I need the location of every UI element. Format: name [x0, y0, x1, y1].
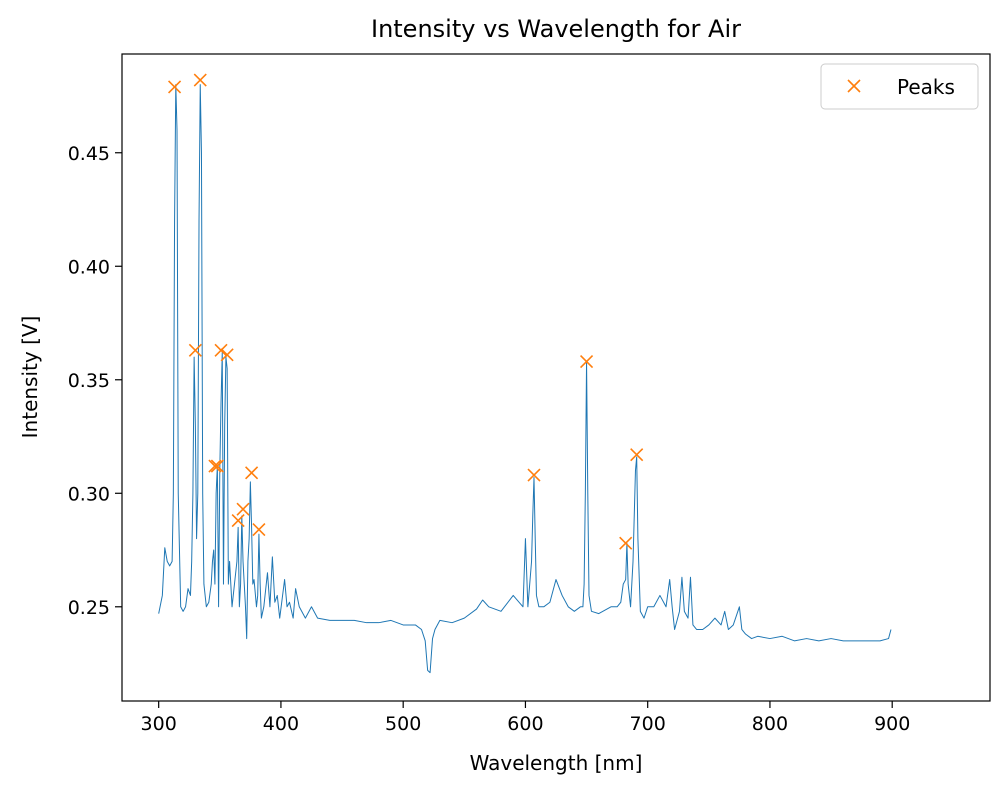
plot-area [158, 73, 892, 674]
spectrum-line [158, 84, 892, 674]
y-tick-label: 0.40 [68, 256, 110, 278]
peak-marker [208, 459, 222, 473]
x-tick-label: 400 [263, 713, 299, 735]
peak-marker [193, 73, 207, 87]
peak-marker [252, 523, 266, 537]
peak-marker [188, 343, 202, 357]
axes-frame [121, 53, 991, 702]
x-axis-label: Wavelength [nm] [470, 751, 643, 775]
y-tick-label: 0.25 [68, 597, 110, 619]
peak-marker [231, 513, 245, 528]
legend-peaks-x [847, 79, 861, 93]
y-axis-label: Intensity [V] [18, 316, 42, 439]
legend-peaks-marker [847, 79, 861, 93]
legend-box [820, 63, 979, 110]
y-tick-label: 0.35 [68, 370, 110, 392]
peak-marker [210, 459, 224, 473]
x-tick-label: 500 [385, 713, 421, 735]
x-tick-label: 300 [141, 713, 177, 735]
peak-marker [245, 466, 259, 480]
legend: Peaks [820, 63, 979, 110]
peak-marker [630, 448, 644, 462]
peak-marker [214, 343, 228, 357]
legend-peaks-label: Peaks [897, 75, 955, 99]
peak-marker [527, 468, 541, 482]
x-tick-label: 700 [630, 713, 666, 735]
y-axis: 0.25 0.30 0.35 0.40 0.45 [68, 143, 122, 619]
y-tick-label: 0.30 [68, 483, 110, 505]
x-axis: 300 400 500 600 700 800 900 [141, 701, 910, 735]
chart-title: Intensity vs Wavelength for Air [371, 15, 741, 43]
series-layer [158, 84, 892, 674]
peak-marker [619, 536, 633, 550]
peak-markers [168, 73, 644, 550]
peak-marker [236, 502, 250, 516]
x-tick-label: 800 [752, 713, 788, 735]
peak-marker [579, 355, 594, 369]
x-tick-label: 900 [874, 713, 910, 735]
x-tick-label: 600 [507, 713, 543, 735]
peak-marker [168, 80, 182, 94]
peak-marker [220, 348, 234, 362]
y-tick-label: 0.45 [68, 143, 110, 165]
